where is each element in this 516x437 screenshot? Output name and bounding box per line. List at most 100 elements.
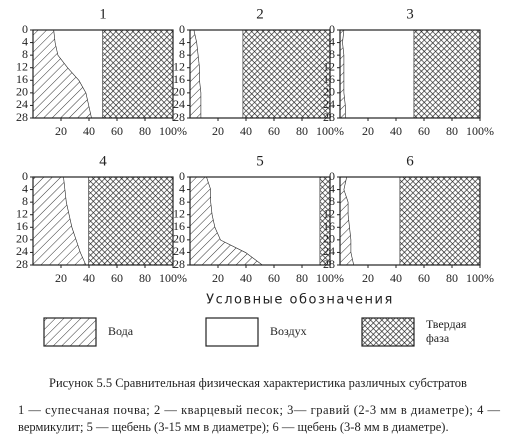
y-tick-label: 16 [323,219,335,233]
plot-frame [189,29,331,119]
x-tick-label: 20 [212,124,224,138]
x-tick-label: 60 [268,271,280,285]
area [243,30,330,118]
y-tick-label: 24 [16,97,28,111]
caption-title: Рисунок 5.5 Сравнительная физическая хар… [49,376,467,390]
y-tick-label: 24 [173,244,185,258]
y-tick-label: 0 [179,22,185,36]
legend-label: Вода [108,324,134,338]
y-tick-label: 4 [179,181,185,195]
area [206,177,321,265]
caption-line: вермикулит; 5 — щебень (3-15 мм в диамет… [18,420,449,434]
y-tick-label: 28 [16,110,28,124]
y-tick-label: 4 [22,34,28,48]
y-tick-label: 0 [329,169,335,183]
x-tick-label: 80 [139,271,151,285]
x-tick-label: 20 [55,124,67,138]
x-tick-label: 40 [83,124,95,138]
legend-title: Условные обозначения [206,293,394,308]
y-tick-label: 12 [173,206,185,220]
area [103,30,173,118]
y-tick-label: 20 [323,85,335,99]
y-tick-label: 16 [16,72,28,86]
area [89,177,173,265]
y-tick-label: 8 [179,47,185,61]
legend-label: Воздух [270,324,307,338]
x-tick-label: 40 [240,124,252,138]
y-tick-label: 24 [323,97,335,111]
y-tick-label: 28 [323,110,335,124]
y-tick-label: 0 [329,22,335,36]
y-tick-label: 24 [173,97,185,111]
plot-frame [32,29,174,119]
y-tick-label: 28 [173,110,185,124]
x-tick-label: 100% [466,271,494,285]
caption-line: 1 — супесчаная почва; 2 — кварцевый песо… [18,403,500,417]
x-tick-label: 80 [446,271,458,285]
legend-label-line: фаза [426,331,450,345]
y-tick-label: 16 [173,72,185,86]
y-tick-label: 8 [329,47,335,61]
plot-frame [32,176,174,266]
x-tick-label: 60 [418,271,430,285]
y-tick-label: 28 [323,257,335,271]
legend-swatch [43,317,97,347]
x-tick-label: 20 [362,271,374,285]
y-tick-label: 24 [323,244,335,258]
x-tick-label: 100% [316,271,344,285]
panel-title: 5 [256,153,264,169]
x-tick-label: 80 [296,124,308,138]
y-tick-label: 4 [179,34,185,48]
legend-swatch [361,317,415,347]
x-tick-label: 80 [296,271,308,285]
legend-label: Твердая фаза [426,317,467,345]
y-tick-label: 20 [323,232,335,246]
y-tick-label: 4 [329,34,335,48]
x-tick-label: 60 [111,271,123,285]
area [344,177,401,265]
area [33,177,87,265]
x-tick-label: 20 [55,271,67,285]
y-tick-label: 8 [179,194,185,208]
y-tick-label: 8 [22,194,28,208]
y-tick-label: 12 [173,59,185,73]
plot-frame [189,176,331,266]
area [54,30,103,118]
x-tick-label: 60 [418,124,430,138]
x-tick-label: 20 [362,124,374,138]
y-tick-label: 12 [16,59,28,73]
area [400,177,480,265]
y-tick-label: 0 [22,22,28,36]
x-tick-label: 20 [212,271,224,285]
panel-title: 4 [99,153,107,169]
x-tick-label: 80 [139,124,151,138]
panel-title: 3 [406,6,414,22]
area [320,177,330,265]
y-tick-label: 0 [22,169,28,183]
x-tick-label: 40 [240,271,252,285]
x-tick-label: 100% [159,271,187,285]
y-tick-label: 12 [323,59,335,73]
y-tick-label: 4 [22,181,28,195]
legend-swatch [205,317,259,347]
y-tick-label: 24 [16,244,28,258]
legend-label-line: Твердая [426,317,467,331]
x-tick-label: 100% [316,124,344,138]
y-tick-label: 20 [16,232,28,246]
area [63,177,89,265]
y-tick-label: 8 [329,194,335,208]
x-tick-label: 60 [268,124,280,138]
x-tick-label: 100% [159,124,187,138]
area [340,177,354,265]
y-tick-label: 4 [329,181,335,195]
panel-title: 1 [99,6,107,22]
y-tick-label: 20 [16,85,28,99]
y-tick-label: 16 [323,72,335,86]
x-tick-label: 40 [83,271,95,285]
y-tick-label: 12 [16,206,28,220]
y-tick-label: 16 [16,219,28,233]
panel-title: 2 [256,6,264,22]
y-tick-label: 16 [173,219,185,233]
y-tick-label: 28 [173,257,185,271]
